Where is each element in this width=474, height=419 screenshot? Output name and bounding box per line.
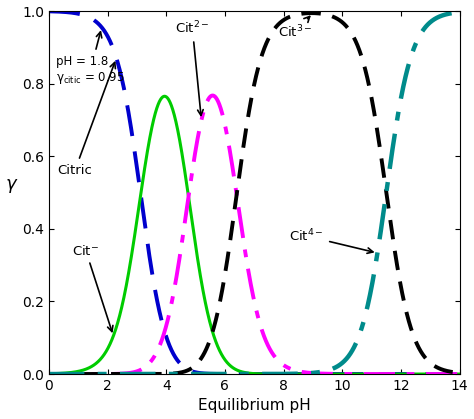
Text: Cit$^{2-}$: Cit$^{2-}$ [175,20,210,115]
Text: Citric: Citric [58,62,115,176]
Y-axis label: γ: γ [6,175,16,193]
Text: pH = 1.8
$\mathregular{\gamma_{citic}}$ = 0.95: pH = 1.8 $\mathregular{\gamma_{citic}}$ … [56,32,125,86]
X-axis label: Equilibrium pH: Equilibrium pH [198,398,310,414]
Text: Cit$^{4-}$: Cit$^{4-}$ [290,228,373,253]
Text: Cit$^{3-}$: Cit$^{3-}$ [278,16,312,40]
Text: Cit$^{-}$: Cit$^{-}$ [73,243,113,331]
